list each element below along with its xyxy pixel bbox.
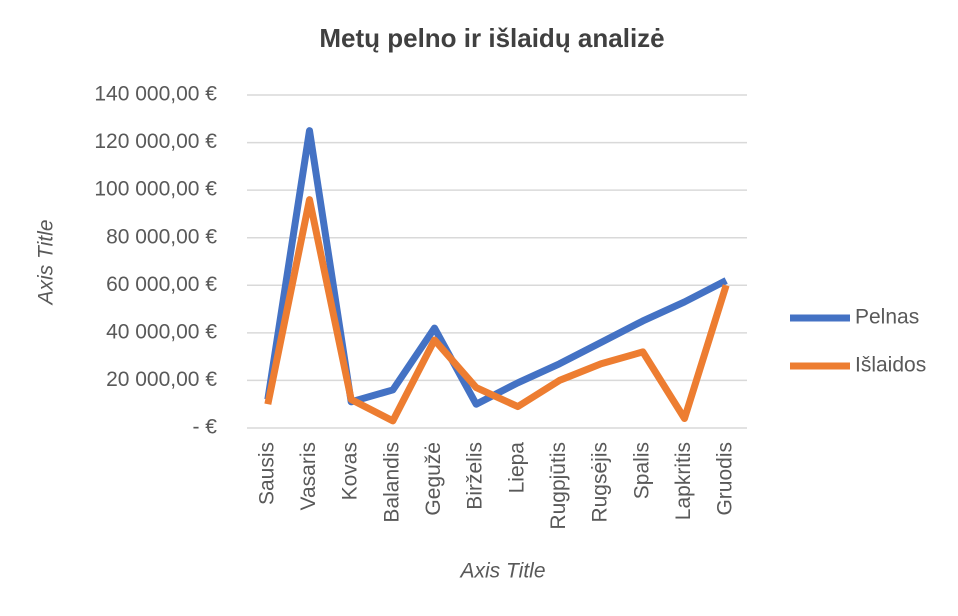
y-tick-label: 140 000,00 € [94,83,217,106]
legend-label: Išlaidos [855,354,926,377]
y-tick-label: - € [192,416,217,439]
x-tick-label: Spalis [630,442,653,499]
x-tick-label: Rugpjūtis [547,442,570,530]
y-tick-label: 100 000,00 € [94,178,217,201]
y-tick-label: 80 000,00 € [106,225,217,248]
y-tick-label: 40 000,00 € [106,320,217,343]
line-series [264,127,728,408]
x-tick-label: Sausis [255,442,278,505]
x-tick-label: Gruodis [714,442,737,516]
x-tick-label: Gegužė [422,442,445,516]
y-tick-label: 60 000,00 € [106,273,217,296]
x-tick-label: Liepa [505,442,528,494]
x-axis-title: Axis Title [459,560,546,583]
y-tick-label: 20 000,00 € [106,368,217,391]
x-tick-label: Kovas [339,442,362,500]
legend-label: Pelnas [855,306,919,329]
x-tick-label: Rugsėjis [589,442,612,523]
y-tick-label: 120 000,00 € [94,130,217,153]
line-series [264,196,730,425]
y-axis-title: Axis Title [35,220,58,307]
x-tick-label: Vasaris [297,442,320,510]
x-tick-label: Balandis [380,442,403,523]
chart-title: Metų pelno ir išlaidų analizė [319,23,664,53]
x-tick-label: Birželis [464,442,487,510]
x-tick-label: Lapkritis [672,442,695,520]
